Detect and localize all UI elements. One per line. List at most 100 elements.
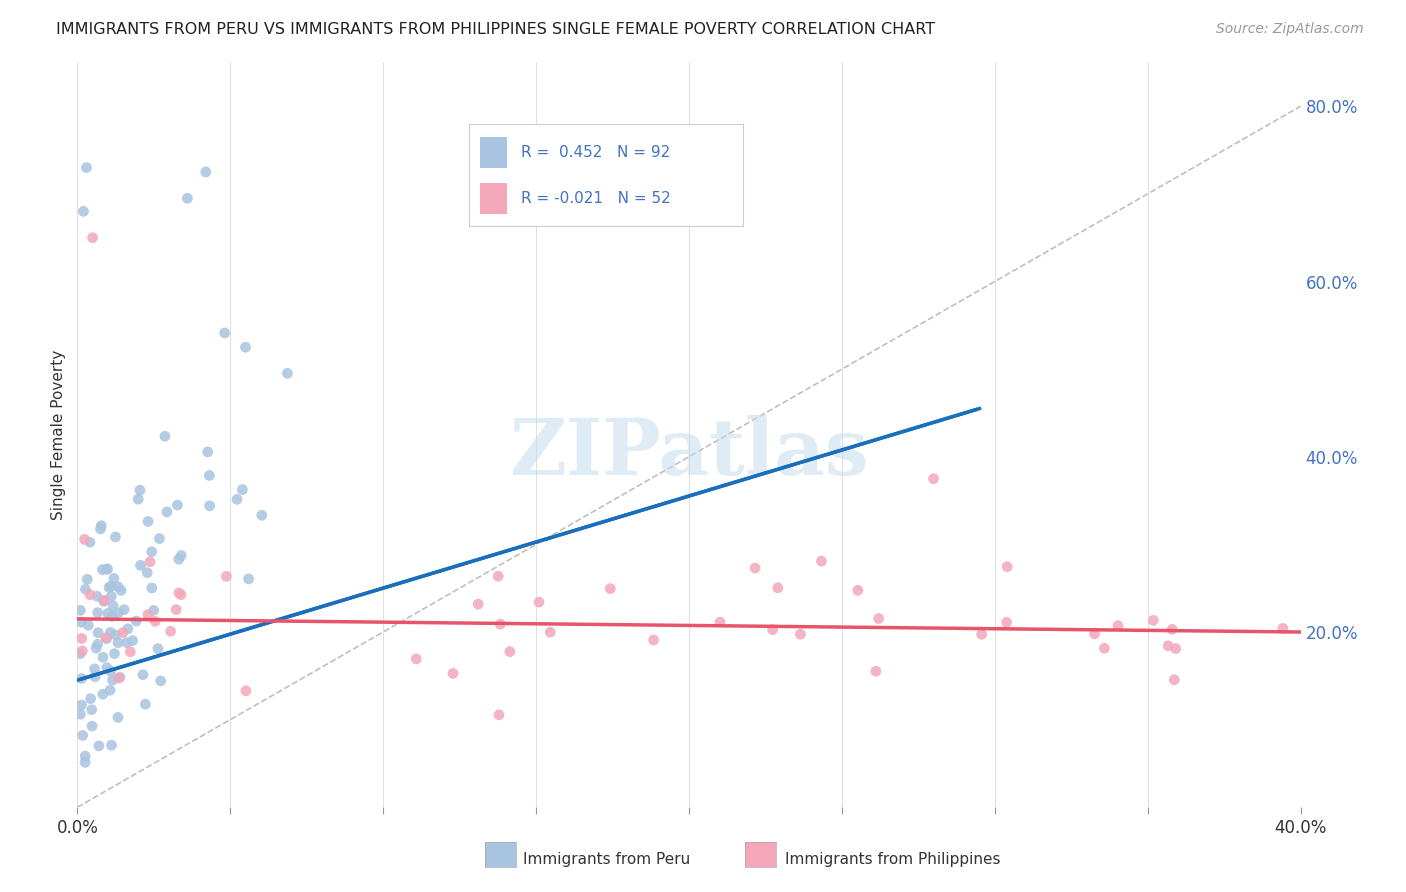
Point: [75, 582, 97, 597]
Point: [709, 615, 731, 629]
Point: [80, 719, 103, 733]
Point: [141, 545, 163, 559]
Point: [84, 641, 107, 656]
Point: [127, 492, 149, 507]
Point: [467, 597, 489, 611]
Point: [166, 498, 188, 512]
Point: [125, 614, 148, 628]
Point: [100, 665, 122, 679]
Point: [115, 635, 138, 649]
Point: [441, 666, 464, 681]
Point: [1142, 613, 1164, 627]
Point: [129, 483, 152, 498]
Point: [165, 602, 187, 616]
Point: [80, 703, 103, 717]
Point: [198, 468, 221, 483]
Point: [79, 535, 101, 549]
Point: [846, 583, 869, 598]
Point: [156, 505, 179, 519]
Text: Immigrants from Peru: Immigrants from Peru: [523, 853, 690, 867]
Point: [142, 603, 165, 617]
Point: [136, 607, 159, 622]
Point: [90, 518, 112, 533]
Point: [101, 609, 124, 624]
Point: [148, 532, 170, 546]
Point: [146, 641, 169, 656]
Point: [69, 603, 91, 617]
Point: [76, 572, 98, 586]
Point: [789, 627, 811, 641]
Point: [98, 683, 121, 698]
Text: Source: ZipAtlas.com: Source: ZipAtlas.com: [1216, 22, 1364, 37]
Point: [98, 581, 121, 595]
Point: [197, 445, 219, 459]
Point: [79, 691, 101, 706]
Point: [136, 566, 159, 580]
Point: [107, 606, 129, 620]
Point: [215, 569, 238, 583]
Point: [110, 583, 132, 598]
Point: [77, 618, 100, 632]
Point: [107, 580, 129, 594]
Point: [82, 230, 104, 244]
Text: ZIPatlas: ZIPatlas: [509, 416, 869, 491]
Point: [276, 366, 298, 380]
Point: [1157, 639, 1180, 653]
Point: [486, 569, 509, 583]
Point: [111, 625, 134, 640]
Point: [235, 340, 257, 354]
Point: [70, 672, 93, 686]
Point: [970, 627, 993, 641]
Point: [1092, 641, 1115, 656]
Y-axis label: Single Female Poverty: Single Female Poverty: [51, 350, 66, 520]
Point: [70, 615, 93, 629]
Point: [70, 632, 93, 646]
Point: [75, 756, 97, 770]
Point: [91, 687, 114, 701]
Point: [100, 625, 122, 640]
FancyBboxPatch shape: [479, 137, 508, 168]
Point: [72, 204, 94, 219]
Point: [84, 670, 107, 684]
Point: [69, 707, 91, 722]
Point: [922, 472, 945, 486]
Point: [235, 683, 257, 698]
Point: [1164, 641, 1187, 656]
Point: [91, 650, 114, 665]
Point: [107, 710, 129, 724]
Point: [101, 673, 124, 688]
Point: [139, 555, 162, 569]
Point: [170, 549, 193, 563]
Point: [149, 673, 172, 688]
Point: [72, 644, 94, 658]
Point: [103, 647, 125, 661]
Point: [226, 492, 249, 507]
Point: [108, 671, 131, 685]
Text: IMMIGRANTS FROM PERU VS IMMIGRANTS FROM PHILIPPINES SINGLE FEMALE POVERTY CORREL: IMMIGRANTS FROM PERU VS IMMIGRANTS FROM …: [56, 22, 935, 37]
Point: [86, 606, 108, 620]
Point: [70, 698, 93, 712]
Point: [73, 533, 96, 547]
Point: [176, 191, 198, 205]
Point: [153, 429, 176, 443]
Point: [143, 615, 166, 629]
Point: [167, 552, 190, 566]
Point: [538, 625, 561, 640]
Point: [499, 644, 522, 658]
Point: [72, 728, 94, 742]
Point: [159, 624, 181, 639]
Point: [79, 588, 101, 602]
Point: [96, 562, 118, 576]
Point: [103, 571, 125, 585]
Point: [1163, 673, 1185, 687]
Point: [231, 483, 253, 497]
Point: [104, 628, 127, 642]
Point: [117, 622, 139, 636]
Point: [104, 530, 127, 544]
Point: [101, 599, 124, 613]
Point: [132, 667, 155, 681]
Point: [599, 582, 621, 596]
Point: [93, 593, 115, 607]
Point: [198, 499, 221, 513]
Point: [136, 515, 159, 529]
